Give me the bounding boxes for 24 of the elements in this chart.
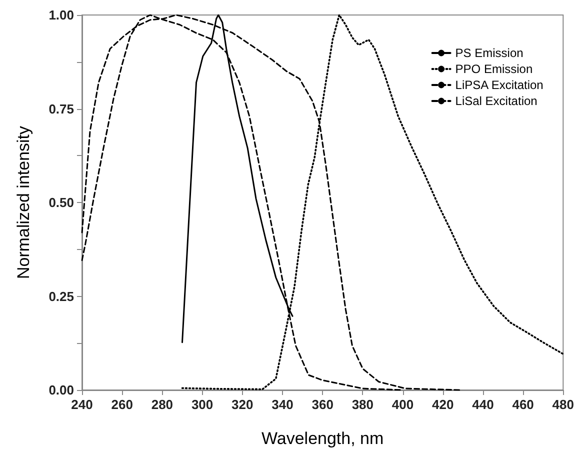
x-tick-label: 240	[71, 397, 93, 412]
legend-label: LiPSA Excitation	[455, 78, 544, 92]
x-tick-label: 460	[512, 397, 534, 412]
x-tick-label: 400	[392, 397, 414, 412]
x-tick-label: 340	[272, 397, 294, 412]
x-tick-label: 280	[151, 397, 174, 412]
legend-label: PS Emission	[455, 46, 524, 60]
legend-label: PPO Emission	[455, 62, 533, 76]
x-axis-title: Wavelength, nm	[261, 429, 384, 448]
x-tick-label: 440	[472, 397, 494, 412]
x-tick-label: 260	[111, 397, 133, 412]
x-tick-label: 380	[352, 397, 374, 412]
y-tick-label: 0.75	[48, 101, 74, 116]
x-tick-label: 480	[552, 397, 574, 412]
y-tick-label: 0.25	[48, 288, 74, 304]
x-tick-label: 360	[312, 397, 334, 412]
y-tick-label: 1.00	[48, 8, 74, 22]
legend-label: LiSal Excitation	[455, 94, 538, 108]
y-tick-label: 0.00	[48, 382, 74, 398]
x-tick-label: 300	[191, 397, 214, 412]
x-tick-label: 320	[232, 397, 254, 412]
x-tick-label: 420	[432, 397, 454, 412]
y-tick-label: 0.50	[48, 195, 74, 210]
y-axis-title: Normalized intensity	[14, 125, 33, 280]
